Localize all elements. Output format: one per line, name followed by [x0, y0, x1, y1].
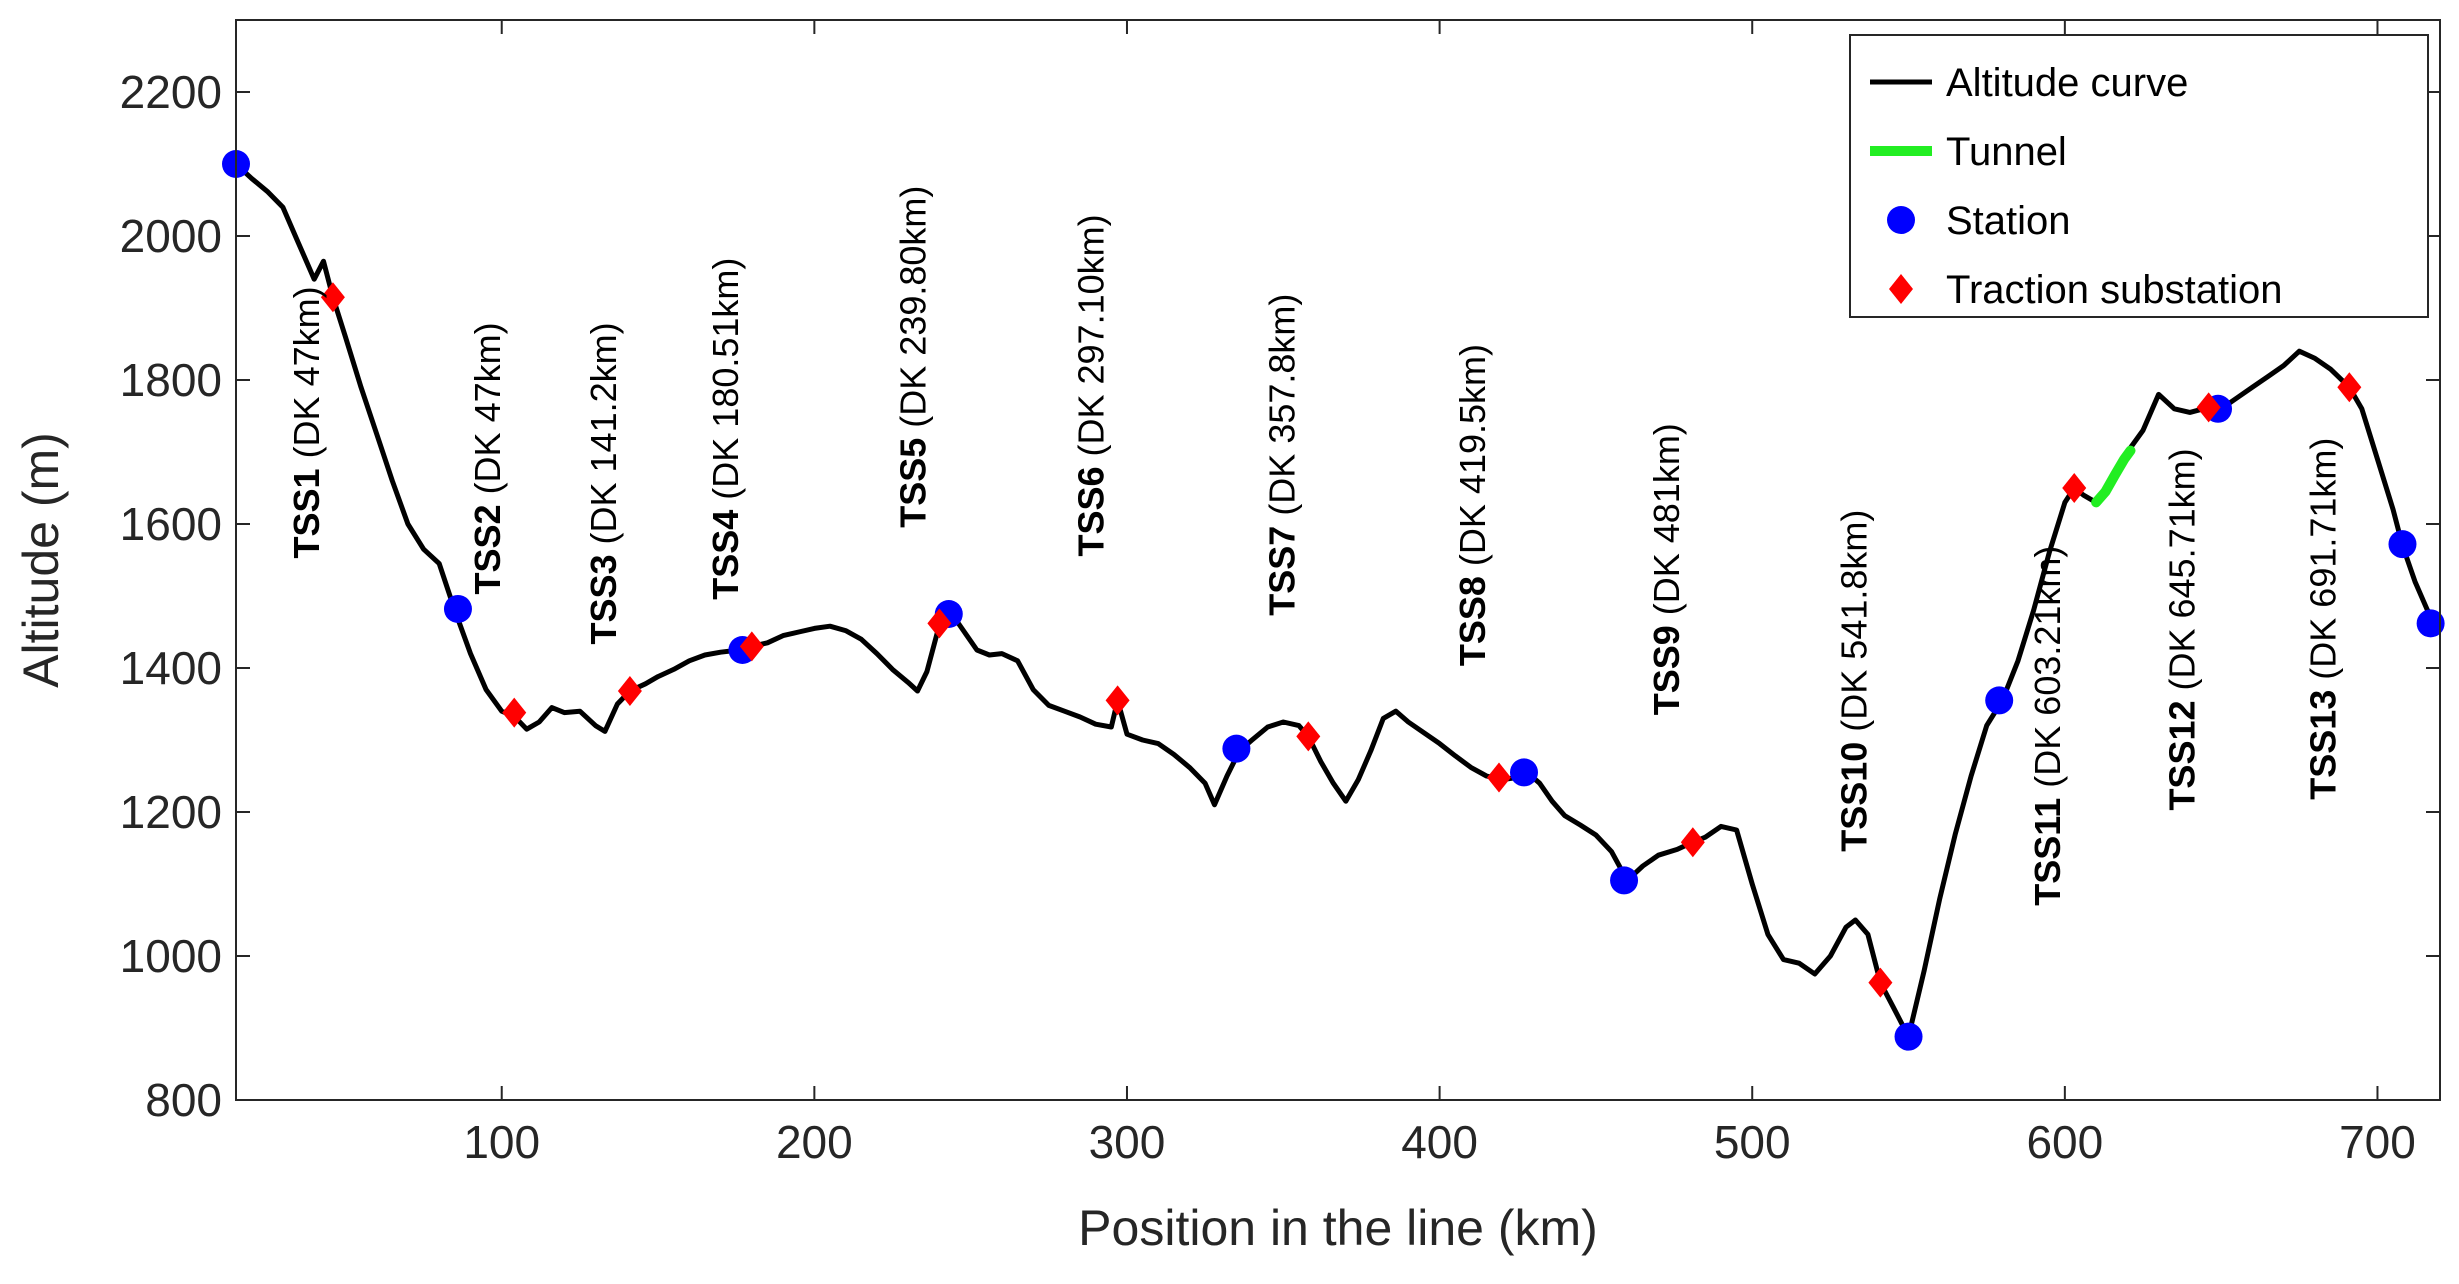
substation-label: TSS5 (DK 239.80km) [892, 186, 933, 528]
substation-label-name: TSS5 [892, 438, 933, 528]
y-tick-label: 2000 [120, 210, 222, 262]
x-tick-label: 200 [776, 1116, 853, 1168]
substation-label-name: TSS1 [286, 468, 327, 558]
substation-marker [927, 608, 952, 639]
legend-entry-label: Station [1946, 199, 2071, 243]
x-tick-label: 600 [2026, 1116, 2103, 1168]
substation-marker [320, 282, 345, 313]
x-axis-label: Position in the line (km) [1078, 1200, 1598, 1256]
substation-marker [1105, 685, 1130, 716]
station-point [443, 594, 472, 623]
station-point [2388, 530, 2417, 559]
station-point [2416, 609, 2445, 638]
substation-label: TSS12 (DK 645.71km) [2162, 448, 2203, 810]
substation-marker [1296, 721, 1321, 752]
substation-label-name: TSS4 [705, 510, 746, 600]
substation-label-km: (DK 541.8km) [1833, 510, 1874, 742]
substation-label: TSS7 (DK 357.8km) [1261, 294, 1302, 616]
station-point [1894, 1022, 1923, 1051]
legend-entry-label: Traction substation [1946, 268, 2282, 312]
substation-label: TSS3 (DK 141.2km) [583, 322, 624, 644]
x-tick-label: 700 [2339, 1116, 2416, 1168]
substation-label: TSS4 (DK 180.51km) [705, 258, 746, 600]
y-tick-label: 1400 [120, 642, 222, 694]
substation-label-name: TSS9 [1646, 625, 1687, 715]
station-point [1610, 866, 1639, 895]
x-tick-label: 500 [1714, 1116, 1791, 1168]
axes-box [235, 19, 2441, 1101]
substation-marker [617, 676, 642, 707]
y-tick-label: 1600 [120, 498, 222, 550]
substation-marker [1868, 967, 1893, 998]
substation-marker [739, 631, 764, 662]
substation-marker [2196, 392, 2221, 423]
y-axis-label: Altitude (m) [13, 432, 69, 688]
x-tick-label: 100 [463, 1116, 540, 1168]
substation-label-name: TSS13 [2302, 690, 2343, 800]
substation-label-km: (DK 481km) [1646, 423, 1687, 625]
substation-label-km: (DK 357.8km) [1261, 294, 1302, 526]
substation-label-name: TSS6 [1071, 466, 1112, 556]
substation-label-name: TSS7 [1261, 526, 1302, 616]
substation-label: TSS8 (DK 419.5km) [1452, 344, 1493, 666]
x-tick-label: 400 [1401, 1116, 1478, 1168]
substation-label: TSS11 (DK 603.21km) [2027, 546, 2068, 906]
substation-marker [502, 697, 527, 728]
legend-station-swatch [1887, 206, 1915, 234]
legend-box [1849, 34, 2429, 318]
substation-label-km: (DK 645.71km) [2162, 448, 2203, 700]
substation-marker [2337, 372, 2362, 403]
legend: Altitude curve Tunnel Station Traction subs… [1849, 34, 2429, 318]
x-tick-label: 300 [1089, 1116, 1166, 1168]
substation-marker [1487, 762, 1512, 793]
y-tick-label: 800 [145, 1074, 222, 1126]
y-tick-label: 1200 [120, 786, 222, 838]
substation-label: TSS13 (DK 691.71km) [2302, 438, 2343, 800]
substation-label-name: TSS12 [2162, 700, 2203, 810]
substation-label: TSS1 (DK 47km) [286, 286, 327, 558]
substation-label-name: TSS3 [583, 554, 624, 644]
substation-marker [2062, 473, 2087, 503]
substation-label-name: TSS2 [467, 504, 508, 594]
y-tick-label: 2200 [120, 66, 222, 118]
station-point [1510, 758, 1539, 787]
station-point [1222, 734, 1251, 763]
substation-label-km: (DK 141.2km) [583, 322, 624, 554]
altitude-curve-line [234, 162, 2442, 1040]
y-tick-label: 1800 [120, 354, 222, 406]
tunnel-line [2091, 445, 2136, 508]
substation-label: TSS2 (DK 47km) [467, 322, 508, 594]
substation-label: TSS10 (DK 541.8km) [1833, 510, 1874, 852]
substation-label-km: (DK 180.51km) [705, 258, 746, 510]
axes: 100 200 300 400 500 600 700 800 1000 1200 1400 1600… [13, 19, 2441, 1256]
substation-label-km: (DK 47km) [286, 286, 327, 468]
substation-label-km: (DK 47km) [467, 322, 508, 504]
substation-label: TSS6 (DK 297.10km) [1071, 214, 1112, 556]
substation-label-km: (DK 691.71km) [2302, 438, 2343, 690]
substation-label-km: (DK 419.5km) [1452, 344, 1493, 576]
substation-label-km: (DK 603.21km) [2027, 546, 2068, 798]
substation-label-name: TSS10 [1833, 742, 1874, 852]
substation-label-km: (DK 297.10km) [1071, 214, 1112, 466]
legend-entry-label: Tunnel [1946, 130, 2067, 174]
substation-label-name: TSS8 [1452, 576, 1493, 666]
y-tick-label: 1000 [120, 930, 222, 982]
legend-entry-label: Altitude curve [1946, 61, 2188, 105]
substation-label-km: (DK 239.80km) [892, 186, 933, 438]
substation-marker [1680, 827, 1705, 858]
substation-label: TSS9 (DK 481km) [1646, 423, 1687, 715]
substation-label-name: TSS11 [2027, 798, 2068, 906]
station-point [1985, 686, 2014, 715]
annotation-layer: TSS1 (DK 47km)TSS2 (DK 47km)TSS3 (DK 141… [286, 186, 2343, 906]
legend-substation-swatch [1889, 274, 1913, 304]
